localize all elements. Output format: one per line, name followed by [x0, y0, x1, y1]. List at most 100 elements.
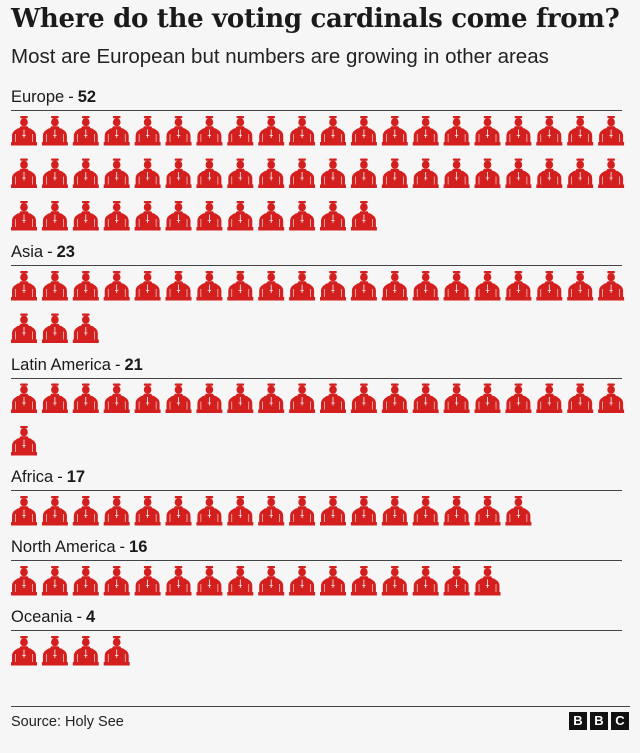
cardinal-icon: [474, 496, 501, 526]
cardinal-icon: [258, 383, 285, 414]
cardinal-icon: [227, 383, 254, 414]
cardinal-icon: [474, 383, 501, 414]
cardinal-icon: [474, 116, 501, 146]
cardinal-icon: [196, 566, 223, 596]
cardinal-icon: [11, 158, 37, 189]
cardinal-icon: [320, 496, 346, 526]
group-separator: -: [119, 538, 126, 556]
cardinal-icon: [227, 158, 254, 189]
cardinal-icon: [134, 566, 161, 596]
cardinal-icon: [258, 271, 285, 301]
group-separator: -: [76, 608, 82, 626]
cardinal-icon: [505, 496, 532, 526]
group-divider: [11, 560, 622, 561]
cardinal-icon: [227, 566, 254, 596]
cardinal-icon: [196, 271, 223, 301]
cardinal-icon: [11, 201, 37, 231]
cardinal-icon: [536, 383, 563, 414]
cardinal-icon: [289, 116, 316, 146]
cardinal-icon: [41, 201, 68, 231]
cardinal-icon: [567, 271, 594, 301]
cardinal-icon: [72, 636, 99, 666]
cardinal-icon: [320, 383, 346, 414]
cardinal-icon: [103, 636, 130, 666]
cardinal-icon: [258, 566, 285, 596]
cardinal-icon: [72, 313, 99, 344]
chart-title: Where do the voting cardinals come from?: [11, 4, 620, 34]
cardinal-icon: [412, 116, 439, 146]
cardinal-icon: [412, 383, 439, 414]
cardinal-icon: [381, 158, 408, 189]
group-separator: -: [68, 88, 74, 106]
cardinal-icon: [196, 158, 223, 189]
cardinal-icon: [165, 271, 192, 301]
group-name: Oceania: [11, 608, 73, 626]
cardinal-icon: [598, 271, 625, 301]
cardinal-icon: [134, 201, 161, 231]
group-label-north-america: North America -16: [11, 538, 147, 557]
cardinal-icon: [598, 383, 625, 414]
cardinal-icon: [412, 158, 439, 189]
cardinal-icon: [289, 158, 316, 189]
group-count: 21: [124, 355, 143, 374]
cardinal-icon: [11, 636, 37, 666]
group-divider: [11, 110, 622, 111]
cardinal-icon: [41, 116, 68, 146]
group-count: 23: [56, 243, 75, 261]
cardinal-icon: [567, 383, 594, 414]
cardinal-icon: [41, 566, 68, 596]
cardinal-icon: [536, 116, 563, 146]
cardinal-icon: [134, 158, 161, 189]
group-divider: [11, 630, 622, 631]
cardinal-icon: [227, 116, 254, 146]
cardinal-icon: [289, 271, 316, 301]
cardinal-icon: [11, 383, 37, 414]
cardinal-icon: [320, 201, 346, 231]
cardinal-icon: [134, 383, 161, 414]
cardinal-icon: [165, 158, 192, 189]
cardinal-icon: [412, 566, 439, 596]
chart-subtitle: Most are European but numbers are growin…: [11, 45, 549, 68]
cardinal-icon: [567, 158, 594, 189]
cardinal-icon: [505, 116, 532, 146]
group-name: Africa: [11, 468, 54, 486]
cardinal-icon: [134, 116, 161, 146]
group-separator: -: [114, 355, 121, 374]
cardinal-icon: [536, 158, 563, 189]
cardinal-icon: [11, 496, 37, 526]
group-separator: -: [57, 468, 63, 486]
cardinal-icon: [41, 383, 68, 414]
cardinal-icon: [11, 271, 37, 301]
cardinal-icon: [196, 383, 223, 414]
cardinal-icon: [320, 116, 346, 146]
group-divider: [11, 265, 622, 266]
cardinal-icon: [350, 158, 377, 189]
cardinal-icon: [258, 158, 285, 189]
group-label-latin-america: Latin America -21: [11, 356, 143, 375]
logo-letter-b2: B: [590, 712, 608, 730]
group-name: Europe: [11, 88, 65, 106]
cardinal-icon: [350, 116, 377, 146]
cardinal-icon: [41, 313, 68, 344]
cardinal-icon: [412, 496, 439, 526]
cardinal-icon: [381, 116, 408, 146]
group-count: 17: [66, 468, 86, 486]
cardinal-icon: [41, 496, 68, 526]
cardinal-icon: [258, 116, 285, 146]
cardinal-icon: [41, 271, 68, 301]
group-divider: [11, 490, 622, 491]
cardinal-icon: [227, 496, 254, 526]
group-label-asia: Asia -23: [11, 243, 75, 262]
cardinal-icon: [289, 383, 316, 414]
group-label-europe: Europe -52: [11, 88, 96, 107]
group-count: 52: [77, 88, 97, 106]
cardinal-icon: [196, 201, 223, 231]
cardinal-icon: [505, 383, 532, 414]
cardinal-icon: [103, 271, 130, 301]
group-divider: [11, 377, 622, 379]
cardinal-icon: [134, 496, 161, 526]
cardinal-icon: [72, 158, 99, 189]
logo-letter-b1: B: [569, 712, 587, 730]
cardinal-icon: [103, 158, 130, 189]
